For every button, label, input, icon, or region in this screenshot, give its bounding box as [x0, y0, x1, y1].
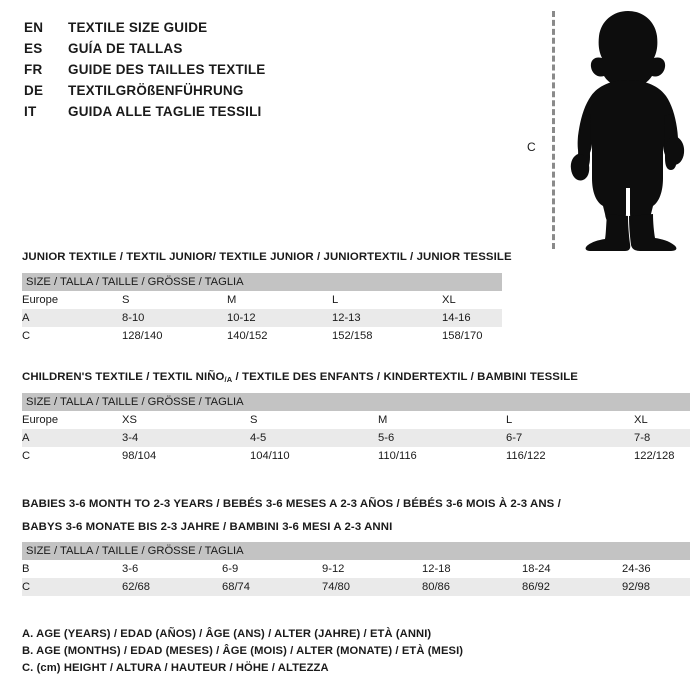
section-title-pre: CHILDREN'S TEXTILE / TEXTIL NIÑO: [22, 371, 225, 383]
language-title-list: EN TEXTILE SIZE GUIDE ES GUÍA DE TALLAS …: [24, 20, 494, 125]
cell-value: 18-24: [522, 560, 622, 578]
cell-value: L: [506, 410, 634, 429]
junior-size-table: SIZE / TALLA / TAILLE / GRÖSSE / TAGLIA …: [22, 272, 502, 345]
cell-value: S: [250, 410, 378, 429]
language-title: GUÍA DE TALLAS: [68, 41, 183, 56]
cell-value: XS: [122, 410, 250, 429]
cell-value: 12-13: [332, 308, 442, 327]
cell-value: 98/104: [122, 446, 250, 465]
table-row: Europe S M L XL: [22, 290, 502, 309]
cell-value: 3-6: [122, 560, 222, 578]
language-title: TEXTILGRÖßENFÜHRUNG: [68, 83, 244, 98]
cell-value: 24-36: [622, 560, 690, 578]
row-label: Europe: [22, 410, 122, 429]
cell-value: 80/86: [422, 578, 522, 596]
section-title-line1: BABIES 3-6 MONTH TO 2-3 YEARS / BEBÉS 3-…: [22, 498, 561, 510]
cell-value: 12-18: [422, 560, 522, 578]
cell-value: 110/116: [378, 446, 506, 465]
legend-line-a: A. AGE (YEARS) / EDAD (AÑOS) / ÂGE (ANS)…: [22, 628, 432, 640]
language-code: FR: [24, 62, 43, 77]
toddler-silhouette-icon: [570, 11, 685, 251]
cell-value: 7-8: [634, 428, 690, 447]
language-code: EN: [24, 20, 44, 35]
row-label: C: [22, 578, 122, 596]
section-title: JUNIOR TEXTILE / TEXTIL JUNIOR/ TEXTILE …: [22, 251, 512, 263]
cell-value: 3-4: [122, 428, 250, 447]
measurement-dashed-line: [552, 11, 555, 249]
language-row: FR GUIDE DES TAILLES TEXTILE: [24, 62, 494, 83]
section-title-post: / TEXTILE DES ENFANTS / KINDERTEXTIL / B…: [232, 371, 578, 383]
cell-value: 122/128: [634, 446, 690, 465]
cell-value: 104/110: [250, 446, 378, 465]
cell-value: 5-6: [378, 428, 506, 447]
cell-value: 14-16: [442, 308, 502, 327]
row-label: C: [22, 446, 122, 465]
legend-block: A. AGE (YEARS) / EDAD (AÑOS) / ÂGE (ANS)…: [22, 626, 662, 677]
table-row: C 128/140 140/152 152/158 158/170: [22, 326, 502, 345]
table-band-label: SIZE / TALLA / TAILLE / GRÖSSE / TAGLIA: [22, 272, 502, 291]
section-title: CHILDREN'S TEXTILE / TEXTIL NIÑO/A / TEX…: [22, 370, 690, 386]
section-title-line2: BABYS 3-6 MONATE BIS 2-3 JAHRE / BAMBINI…: [22, 520, 393, 533]
cell-value: L: [332, 290, 442, 309]
language-title: TEXTILE SIZE GUIDE: [68, 20, 208, 35]
table-row: Europe XS S M L XL: [22, 410, 690, 429]
legend-line-b: B. AGE (MONTHS) / EDAD (MESES) / ÂGE (MO…: [22, 645, 464, 657]
cell-value: 74/80: [322, 578, 422, 596]
table-row: C 98/104 104/110 110/116 116/122 122/128: [22, 446, 690, 465]
row-label: Europe: [22, 290, 122, 309]
table-row: A 8-10 10-12 12-13 14-16: [22, 308, 502, 327]
section-junior-textile: JUNIOR TEXTILE / TEXTIL JUNIOR/ TEXTILE …: [22, 250, 512, 345]
cell-value: 92/98: [622, 578, 690, 596]
row-label: A: [22, 308, 122, 327]
cell-value: 6-9: [222, 560, 322, 578]
legend-line-c: C. (cm) HEIGHT / ALTURA / HAUTEUR / HÖHE…: [22, 662, 329, 674]
cell-value: 9-12: [322, 560, 422, 578]
language-title: GUIDA ALLE TAGLIE TESSILI: [68, 104, 262, 119]
language-row: EN TEXTILE SIZE GUIDE: [24, 20, 494, 41]
cell-value: S: [122, 290, 227, 309]
language-row: IT GUIDA ALLE TAGLIE TESSILI: [24, 104, 494, 125]
table-band-row: SIZE / TALLA / TAILLE / GRÖSSE / TAGLIA: [22, 392, 690, 411]
row-label: A: [22, 428, 122, 447]
language-title: GUIDE DES TAILLES TEXTILE: [68, 62, 266, 77]
language-code: DE: [24, 83, 44, 98]
language-row: DE TEXTILGRÖßENFÜHRUNG: [24, 83, 494, 104]
measurement-label-c: C: [527, 140, 536, 154]
section-babies-textile: BABIES 3-6 MONTH TO 2-3 YEARS / BEBÉS 3-…: [22, 497, 690, 596]
table-row: C 62/68 68/74 74/80 80/86 86/92 92/98: [22, 578, 690, 596]
cell-value: 10-12: [227, 308, 332, 327]
section-title-subscript: /A: [224, 375, 233, 384]
cell-value: 140/152: [227, 326, 332, 345]
table-band-label: SIZE / TALLA / TAILLE / GRÖSSE / TAGLIA: [22, 392, 690, 411]
table-band-row: SIZE / TALLA / TAILLE / GRÖSSE / TAGLIA: [22, 542, 690, 560]
table-row: B 3-6 6-9 9-12 12-18 18-24 24-36: [22, 560, 690, 578]
section-childrens-textile: CHILDREN'S TEXTILE / TEXTIL NIÑO/A / TEX…: [22, 370, 690, 465]
babies-size-table: SIZE / TALLA / TAILLE / GRÖSSE / TAGLIA …: [22, 542, 690, 596]
children-size-table: SIZE / TALLA / TAILLE / GRÖSSE / TAGLIA …: [22, 392, 690, 465]
cell-value: 152/158: [332, 326, 442, 345]
cell-value: M: [227, 290, 332, 309]
cell-value: 86/92: [522, 578, 622, 596]
cell-value: 158/170: [442, 326, 502, 345]
language-row: ES GUÍA DE TALLAS: [24, 41, 494, 62]
table-band-row: SIZE / TALLA / TAILLE / GRÖSSE / TAGLIA: [22, 272, 502, 291]
height-measurement-figure: C: [505, 8, 700, 253]
cell-value: 62/68: [122, 578, 222, 596]
cell-value: 68/74: [222, 578, 322, 596]
cell-value: XL: [442, 290, 502, 309]
row-label: C: [22, 326, 122, 345]
cell-value: 6-7: [506, 428, 634, 447]
cell-value: 116/122: [506, 446, 634, 465]
row-label: B: [22, 560, 122, 578]
table-row: A 3-4 4-5 5-6 6-7 7-8: [22, 428, 690, 447]
table-band-label: SIZE / TALLA / TAILLE / GRÖSSE / TAGLIA: [22, 542, 690, 560]
cell-value: 128/140: [122, 326, 227, 345]
language-code: ES: [24, 41, 43, 56]
cell-value: 8-10: [122, 308, 227, 327]
language-code: IT: [24, 104, 37, 119]
cell-value: XL: [634, 410, 690, 429]
cell-value: M: [378, 410, 506, 429]
cell-value: 4-5: [250, 428, 378, 447]
